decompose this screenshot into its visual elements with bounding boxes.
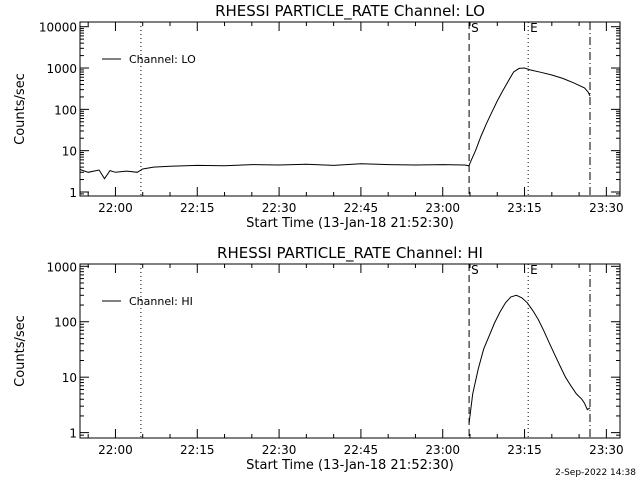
y-tick-label: 10 [62,371,77,385]
y-tick-label: 10 [62,145,77,159]
x-tick-label: 23:15 [507,443,542,457]
x-axis-label: Start Time (13-Jan-18 21:52:30) [246,216,454,231]
event-marker-label: S [471,21,479,35]
y-tick-label: 100 [54,103,77,117]
event-marker-label: E [530,21,538,35]
series-line [79,67,591,180]
x-tick-label: 23:30 [589,443,624,457]
x-tick-label: 22:30 [262,443,297,457]
x-tick-label: 22:45 [344,443,379,457]
y-tick-label: 10000 [39,21,77,35]
y-tick-label: 1 [69,186,77,200]
x-tick-label: 22:15 [180,443,215,457]
y-tick-label: 1000 [46,260,77,274]
chart-lo: RHESSI PARTICLE_RATE Channel: LO Start Ti… [13,2,624,231]
x-tick-label: 22:30 [262,201,297,215]
event-marker-label: S [471,263,479,277]
y-axis-label: Counts/sec [13,73,28,145]
x-axis-label: Start Time (13-Jan-18 21:52:30) [246,458,454,473]
event-marker-label: E [530,263,538,277]
y-tick-label: 100 [54,316,77,330]
y-tick-label: 1000 [46,62,77,76]
x-tick-label: 23:00 [425,443,460,457]
x-tick-label: 22:00 [98,443,133,457]
plot-frame [79,21,621,197]
legend-entry: Channel: HI [129,295,193,308]
date-stamp: 2-Sep-2022 14:38 [555,468,636,478]
y-tick-label: 1 [69,427,77,441]
x-tick-label: 23:15 [507,201,542,215]
series-line [468,294,591,423]
x-tick-label: 23:30 [589,201,624,215]
legend-entry: Channel: LO [129,53,196,66]
y-axis-label: Counts/sec [13,315,28,387]
plot-frame [79,263,621,439]
x-tick-label: 23:00 [425,201,460,215]
x-tick-label: 22:15 [180,201,215,215]
chart-hi: RHESSI PARTICLE_RATE Channel: HI Start Ti… [13,244,624,473]
chart-title: RHESSI PARTICLE_RATE Channel: LO [215,2,485,21]
x-tick-label: 22:45 [344,201,379,215]
x-tick-label: 22:00 [98,201,133,215]
chart-title: RHESSI PARTICLE_RATE Channel: HI [217,244,483,263]
